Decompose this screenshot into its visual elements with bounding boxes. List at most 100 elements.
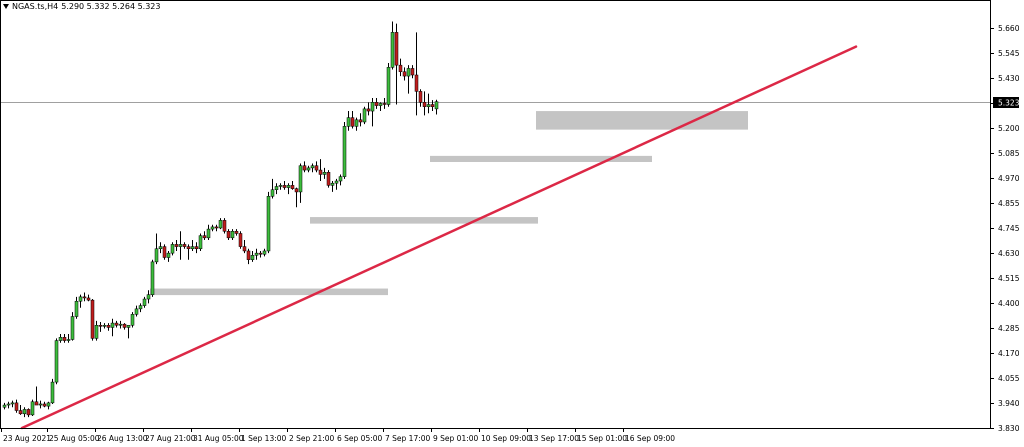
candle [250,250,255,262]
dropdown-arrow-icon[interactable] [3,4,9,9]
candle [158,242,163,254]
candle-body [42,403,47,407]
candle [162,244,167,260]
candle-body [210,226,215,230]
support-zone-2[interactable] [310,217,538,224]
candle-body [374,102,379,106]
candle [182,242,187,249]
candle [226,229,231,241]
candle [322,167,327,179]
candle [318,159,323,182]
candle-body [178,244,183,247]
candle [414,32,419,116]
x-tick-label: 10 Sep 09:00 [481,434,531,443]
candle [94,320,99,341]
y-tick-label: 4.515 [998,274,1020,283]
candle-body [406,68,411,77]
candle [46,401,51,410]
candle [282,181,287,190]
candle-body [266,196,271,252]
symbol-label: NGAS.ts,H4 [12,2,59,11]
candle-body [350,117,355,127]
candle [294,187,299,208]
candle-body [322,172,327,175]
candle-body [214,226,219,229]
candle-body [370,102,375,112]
candle [186,244,191,260]
candle [98,321,103,332]
candle [170,242,175,256]
candle [402,67,407,81]
candle-body [290,185,295,189]
candle [310,163,315,173]
candle-body [74,300,79,317]
x-tick-label: 2 Sep 21:00 [289,434,335,443]
candle [66,334,71,343]
y-tick-label: 4.285 [998,324,1020,333]
candle-body [314,165,319,171]
candle [194,242,199,254]
current-price-label: 5.323 [998,99,1020,108]
candle-body [230,231,235,239]
candle-body [258,252,263,255]
candle [42,401,47,408]
candle-body [254,252,259,256]
candle-body [294,188,299,193]
candle-body [226,231,231,239]
candle [390,21,395,70]
candle [418,89,423,107]
candle-body [390,32,395,68]
candle-body [134,308,139,315]
candle [138,303,143,313]
y-tick-label: 4.970 [998,174,1020,183]
trend-line[interactable] [20,45,858,430]
candle [342,121,347,179]
candle-body [118,323,123,326]
candle [334,178,339,190]
candle [306,165,311,173]
candle-body [386,67,391,105]
candle [62,334,67,343]
candle-body [34,401,39,406]
candle [198,233,203,251]
candle-body [98,325,103,327]
candle-body [434,101,439,110]
candle [202,231,207,241]
support-zone-1[interactable] [150,288,388,296]
x-tick-label: 13 Sep 17:00 [529,434,579,443]
support-zone-4[interactable] [536,111,748,130]
candle-body [58,337,63,341]
candle [326,170,331,188]
candle [122,323,127,330]
candle [394,23,399,105]
candle-body [362,108,367,123]
candle-body [198,235,203,250]
candle-body [246,250,251,260]
candle-body [354,119,359,127]
candle [234,229,239,236]
y-tick-label: 4.745 [998,224,1020,233]
candle-body [394,32,399,66]
candle-body [146,294,151,300]
candle [386,62,391,107]
candle-body [90,299,95,339]
candle-body [138,305,143,310]
support-zones [150,111,748,296]
candle [242,240,247,254]
candle [262,248,267,257]
candle [278,183,283,190]
candle-body [54,340,59,383]
candle [382,97,387,109]
candle-body [26,409,31,416]
candle [246,248,251,265]
candle [178,231,183,260]
candle [26,408,31,418]
candle-body [50,381,55,404]
candle-body [382,103,387,105]
candle [78,294,83,308]
candle [298,163,303,203]
support-zone-3[interactable] [430,155,652,162]
chart-header: NGAS.ts,H4 5.290 5.332 5.264 5.323 [3,2,160,11]
candle [190,240,195,251]
